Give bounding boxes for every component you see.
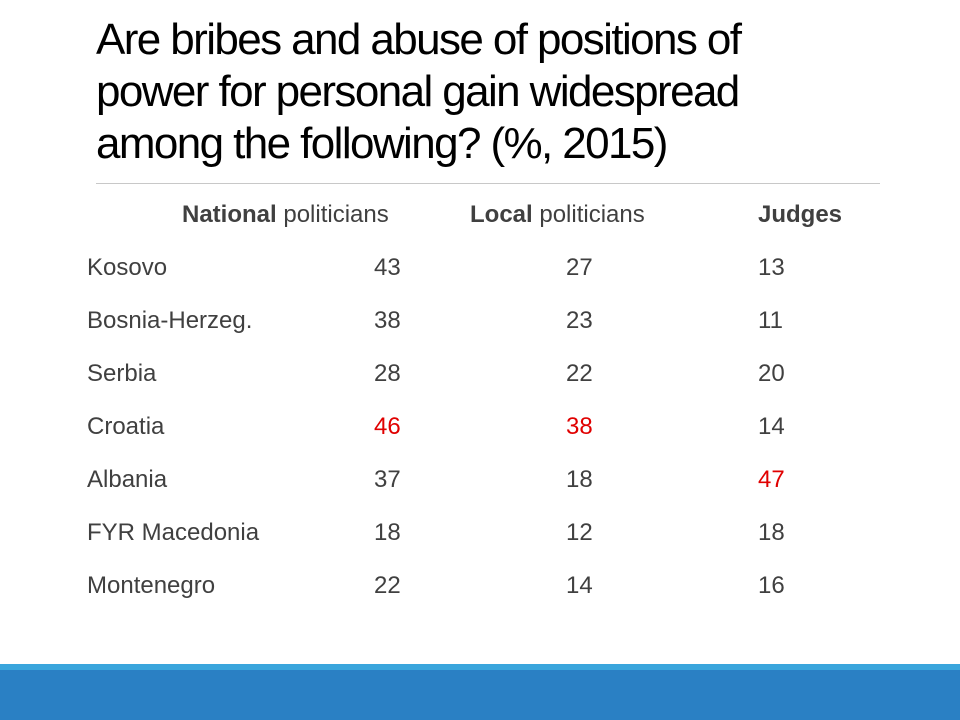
local-value-cell: 27 xyxy=(566,254,593,281)
data-table: Kosovo 43 27 13 Bosnia-Herzeg. 38 23 11 … xyxy=(0,253,960,624)
header-local-rest: politicians xyxy=(539,201,645,228)
country-cell: Albania xyxy=(87,466,168,493)
table-row: Albania 37 18 47 xyxy=(0,465,960,518)
header-judges-label: Judges xyxy=(758,201,843,228)
local-value-cell: 18 xyxy=(566,466,593,493)
local-value-cell: 23 xyxy=(566,307,593,334)
national-value-cell: 22 xyxy=(374,572,401,599)
table-row: FYR Macedonia 18 12 18 xyxy=(0,518,960,571)
slide-title: Are bribes and abuse of positions of pow… xyxy=(96,15,742,168)
judges-value-cell: 14 xyxy=(758,413,785,440)
header-local-politicians: Local politicians xyxy=(470,200,645,230)
judges-value-cell: 16 xyxy=(758,572,785,599)
national-value-cell: 38 xyxy=(374,307,401,334)
local-value-cell: 22 xyxy=(566,360,593,387)
country-cell: Kosovo xyxy=(87,254,168,281)
judges-value-cell: 11 xyxy=(758,307,783,334)
table-row: Croatia 46 38 14 xyxy=(0,412,960,465)
table-row: Serbia 28 22 20 xyxy=(0,359,960,412)
local-value-cell: 12 xyxy=(566,519,593,546)
national-value-cell: 18 xyxy=(374,519,401,546)
table-row: Kosovo 43 27 13 xyxy=(0,253,960,306)
country-cell: FYR Macedonia xyxy=(87,519,260,546)
header-national-politicians: National politicians xyxy=(182,200,389,230)
title-divider xyxy=(96,183,880,184)
national-value-cell: 37 xyxy=(374,466,401,493)
country-cell: Montenegro xyxy=(87,572,216,599)
header-national-bold: National xyxy=(182,201,277,228)
footer-accent-band xyxy=(0,664,960,720)
local-value-cell: 38 xyxy=(566,413,593,440)
judges-value-cell: 47 xyxy=(758,466,785,493)
header-judges: Judges xyxy=(758,200,842,230)
national-value-cell: 28 xyxy=(374,360,401,387)
national-value-cell: 43 xyxy=(374,254,401,281)
country-cell: Serbia xyxy=(87,360,157,387)
table-row: Bosnia-Herzeg. 38 23 11 xyxy=(0,306,960,359)
table-row: Montenegro 22 14 16 xyxy=(0,571,960,624)
country-cell: Bosnia-Herzeg. xyxy=(87,307,253,334)
header-national-rest: politicians xyxy=(283,201,389,228)
country-cell: Croatia xyxy=(87,413,165,440)
header-local-bold: Local xyxy=(470,201,533,228)
local-value-cell: 14 xyxy=(566,572,593,599)
judges-value-cell: 20 xyxy=(758,360,785,387)
national-value-cell: 46 xyxy=(374,413,401,440)
judges-value-cell: 18 xyxy=(758,519,785,546)
judges-value-cell: 13 xyxy=(758,254,785,281)
